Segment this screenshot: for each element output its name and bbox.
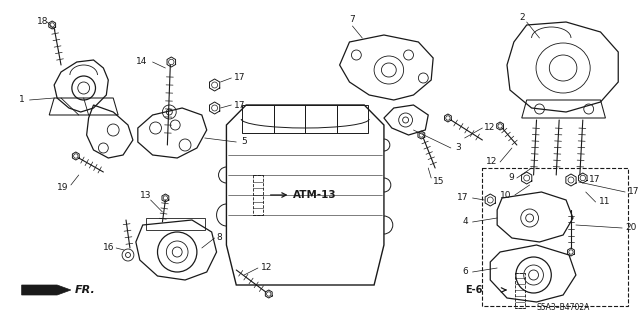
Text: 1: 1 xyxy=(19,95,24,105)
Text: 19: 19 xyxy=(57,183,68,192)
Text: 17: 17 xyxy=(589,175,600,184)
Text: S5A3–B4702A: S5A3–B4702A xyxy=(536,303,590,313)
Text: ATM-13: ATM-13 xyxy=(293,190,337,200)
Text: FR.: FR. xyxy=(75,285,95,295)
Text: 17: 17 xyxy=(628,188,639,197)
Text: 10: 10 xyxy=(500,190,512,199)
Text: 7: 7 xyxy=(349,16,355,25)
Text: 14: 14 xyxy=(136,57,148,66)
Text: E-6: E-6 xyxy=(465,285,483,295)
Text: 16: 16 xyxy=(102,243,114,253)
Bar xyxy=(515,272,525,308)
Text: 5: 5 xyxy=(241,137,247,146)
Text: 20: 20 xyxy=(625,224,637,233)
Text: 4: 4 xyxy=(463,218,468,226)
Bar xyxy=(274,105,305,133)
Bar xyxy=(483,168,628,306)
Bar xyxy=(337,105,368,133)
Text: 8: 8 xyxy=(216,234,222,242)
Text: 3: 3 xyxy=(455,144,461,152)
Text: 2: 2 xyxy=(520,13,525,23)
Text: 18: 18 xyxy=(37,18,49,26)
Bar xyxy=(305,105,337,133)
Text: 17: 17 xyxy=(457,194,468,203)
Text: 17: 17 xyxy=(234,100,246,109)
Bar xyxy=(242,105,274,133)
Text: 15: 15 xyxy=(433,177,445,187)
Text: 12: 12 xyxy=(484,123,496,132)
Text: 9: 9 xyxy=(508,174,514,182)
Text: 13: 13 xyxy=(140,190,152,199)
Polygon shape xyxy=(22,285,71,295)
Text: 11: 11 xyxy=(598,197,610,206)
Text: 17: 17 xyxy=(234,73,246,83)
Text: 6: 6 xyxy=(463,268,468,277)
Bar xyxy=(253,175,263,215)
Bar xyxy=(146,218,205,230)
Text: 12: 12 xyxy=(261,263,272,272)
Text: 12: 12 xyxy=(486,158,497,167)
